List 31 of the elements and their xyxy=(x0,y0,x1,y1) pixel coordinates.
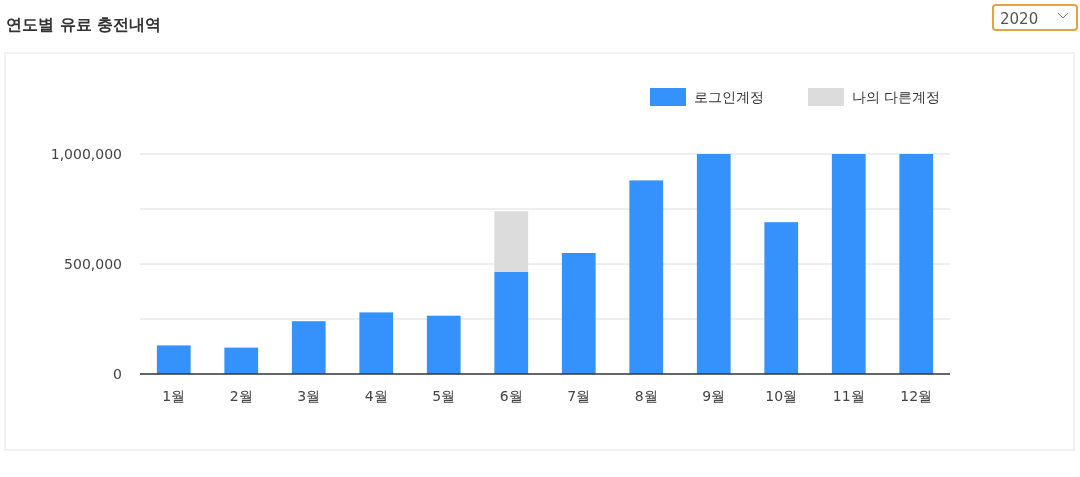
bar xyxy=(764,222,799,374)
x-tick-label: 8월 xyxy=(634,388,658,404)
bar xyxy=(831,154,866,374)
x-tick-label: 1월 xyxy=(162,388,186,404)
bar xyxy=(224,347,259,374)
x-tick-label: 3월 xyxy=(297,388,321,404)
x-tick-label: 4월 xyxy=(364,388,388,404)
text: 2020 xyxy=(1000,10,1039,28)
x-tick-label: 2월 xyxy=(229,388,253,404)
x-tick-label: 10월 xyxy=(765,388,798,404)
legend-label: 로그인계정 xyxy=(694,88,764,105)
y-tick-label: 500,000 xyxy=(64,255,122,272)
legend-label: 나의 다른계정 xyxy=(852,88,941,105)
x-tick-label: 12월 xyxy=(900,388,933,404)
bar xyxy=(629,180,664,374)
bar xyxy=(426,315,461,374)
y-tick-label: 0 xyxy=(113,365,122,382)
bar xyxy=(291,321,326,374)
bar xyxy=(696,154,731,374)
x-tick-label: 11월 xyxy=(832,388,865,404)
bar xyxy=(561,253,596,374)
chart-title: 연도별 유료 충전내역 xyxy=(6,15,162,34)
bar xyxy=(359,312,394,374)
y-tick-label: 1,000,000 xyxy=(50,145,122,162)
bar xyxy=(156,345,191,374)
bar xyxy=(494,271,529,374)
x-tick-label: 7월 xyxy=(567,388,591,404)
bar xyxy=(899,154,934,374)
x-tick-label: 9월 xyxy=(702,388,726,404)
x-tick-label: 6월 xyxy=(499,388,523,404)
x-tick-label: 5월 xyxy=(432,388,456,404)
